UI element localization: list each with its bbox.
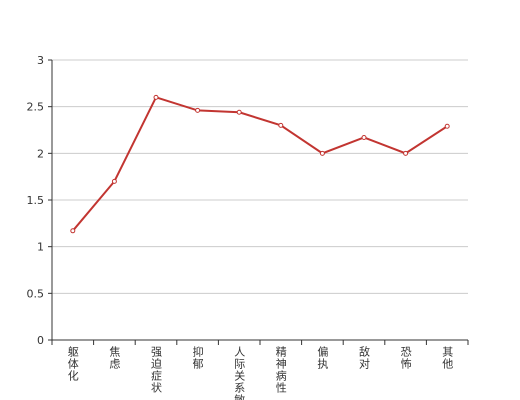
- point: [111, 178, 117, 184]
- x-tick-label: 焦虑: [108, 346, 121, 370]
- x-tick-label: 恐怖: [399, 346, 412, 370]
- point: [403, 150, 409, 156]
- y-tick-label: 0.5: [27, 287, 45, 300]
- point: [278, 122, 284, 128]
- x-tick-label: 偏执: [316, 345, 329, 370]
- plot: 0 0.5 1 1.5 2 2.5 3 躯体化 焦虑 强迫症状 抑郁 人际关系敏感 精神病性 偏执 敌对 恐怖…: [27, 54, 469, 400]
- x-tick-label: 其他: [441, 346, 454, 370]
- y-tick-label: 2: [37, 147, 44, 160]
- x-tick-label: 精神病性: [274, 346, 287, 394]
- y-tick-label: 2.5: [27, 101, 45, 114]
- point: [195, 107, 201, 113]
- x-tick-label: 敌对: [358, 345, 371, 370]
- y-tick-label: 0: [37, 334, 44, 347]
- x-tick-label: 人际关系敏感: [233, 346, 246, 400]
- point: [236, 109, 242, 115]
- point: [319, 150, 325, 156]
- point: [70, 228, 76, 234]
- y-tick-label: 3: [37, 54, 44, 67]
- y-tick-label: 1.5: [27, 194, 45, 207]
- y-tick-label: 1: [37, 241, 44, 254]
- line: [72, 96, 448, 232]
- point: [361, 134, 367, 140]
- point: [153, 94, 159, 100]
- x-tick-label: 强迫症状: [150, 346, 163, 394]
- point: [444, 123, 450, 129]
- x-tick-label: 抑郁: [191, 345, 204, 370]
- x-tick-label: 躯体化: [66, 346, 79, 382]
